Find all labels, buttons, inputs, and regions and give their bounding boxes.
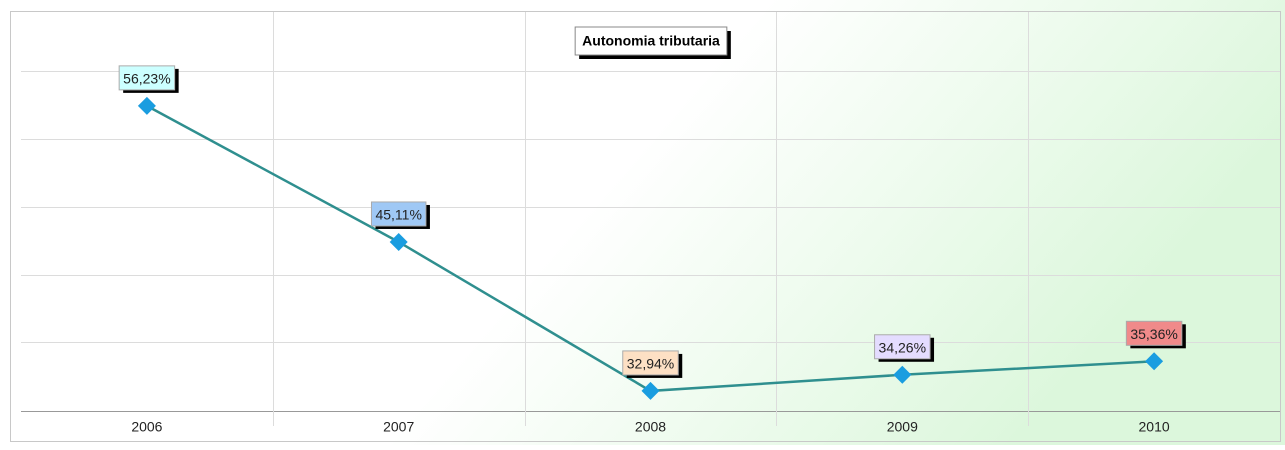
x-tick-label: 2007 [383, 419, 414, 435]
frame [10, 11, 1281, 442]
x-tick-label: 2009 [887, 419, 918, 435]
data-label: 34,26% [879, 339, 926, 355]
x-tick-label: 2010 [1139, 419, 1170, 435]
marker [137, 96, 156, 115]
data-label: 56,23% [123, 71, 170, 87]
data-label: 32,94% [627, 356, 674, 372]
marker [893, 365, 912, 384]
x-tick-label: 2006 [131, 419, 162, 435]
data-label-bg [118, 65, 176, 91]
marker [1145, 352, 1164, 371]
data-label-bg [1125, 320, 1183, 346]
chart-title: Autonomia tributaria [582, 33, 720, 49]
marker [641, 381, 660, 400]
data-label-bg [370, 201, 427, 227]
x-tick-label: 2008 [635, 419, 666, 435]
data-label-bg [622, 350, 679, 376]
data-label: 45,11% [375, 207, 421, 223]
data-label: 35,36% [1130, 326, 1177, 342]
data-label-bg [874, 334, 931, 360]
title-bg [574, 26, 728, 56]
marker [389, 232, 408, 251]
